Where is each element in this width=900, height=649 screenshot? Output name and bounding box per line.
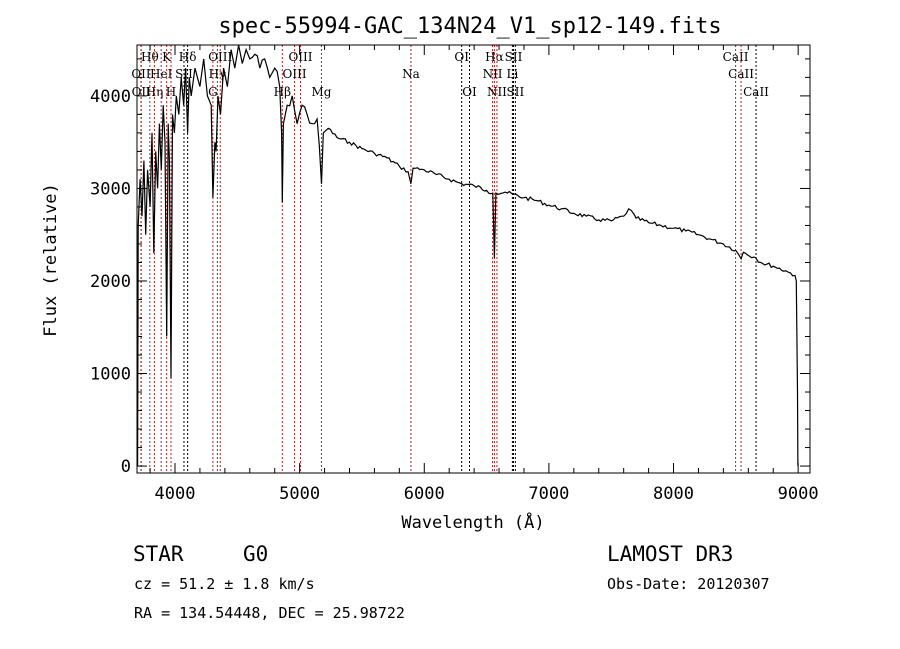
y-tick-label: 2000 [90,272,131,292]
x-tick-label: 9000 [778,484,819,504]
line-label: SII [507,85,525,99]
line-label: SII [175,67,193,81]
line-label: OIII [288,50,312,64]
x-tick-label: 4000 [155,484,196,504]
line-label: Hθ [141,50,159,64]
line-label: Na [402,67,420,81]
obs-date: Obs-Date: 20120307 [607,575,770,593]
line-label: Mg [311,85,331,99]
plot-frame [136,44,811,474]
line-label: HeI [150,67,173,81]
y-tick-label: 3000 [90,179,131,199]
line-label: Hγ [209,67,227,81]
line-label: H [166,85,176,99]
y-tick-label: 4000 [90,87,131,107]
coordinates-text: RA = 134.54448, DEC = 25.98722 [134,604,405,622]
line-label: Hβ [274,85,291,99]
line-label: NII [483,67,503,81]
spectrum-line [137,45,799,467]
line-label: OIII [208,50,232,64]
x-tick-label: 8000 [653,484,694,504]
line-label: OI [454,50,469,64]
y-tick-label: 1000 [90,365,131,385]
object-subclass: G0 [243,542,268,566]
object-class: STAR [133,542,184,566]
line-label: CaII [723,50,749,64]
line-label: Hη [146,85,164,99]
line-label: G [208,85,218,99]
redshift-text: cz = 51.2 ± 1.8 km/s [134,575,315,593]
line-label: K [162,50,172,64]
x-tick-label: 6000 [404,484,445,504]
x-tick-label: 5000 [279,484,320,504]
line-label: OI [462,85,477,99]
x-tick-label: 7000 [528,484,569,504]
chart-title: spec-55994-GAC_134N24_V1_sp12-149.fits [218,14,721,39]
line-label: NII [487,85,507,99]
line-label: Hδ [179,50,197,64]
y-tick-label: 0 [121,457,131,477]
line-label: Hα [485,50,504,64]
line-label: Li [506,67,518,81]
y-axis-label: Flux (relative) [41,183,61,337]
line-label: OIII [283,67,307,81]
line-label: CaII [728,67,754,81]
axes: 4000 5000 6000 7000 8000 9000 0 1000 2000 3000 400… [90,45,819,504]
line-markers: OIIOIIHθHηHeIKHSIIHδGHγOIIIHβOIIIOIIIMgN… [131,45,769,473]
line-label: SII [505,50,523,64]
survey-name: LAMOST DR3 [607,542,733,566]
line-label: CaII [743,85,769,99]
x-axis-label: Wavelength (Å) [401,511,544,533]
